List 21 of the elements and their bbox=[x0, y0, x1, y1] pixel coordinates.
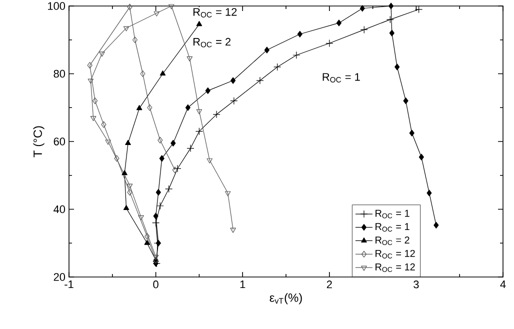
y-tick-label: 20 bbox=[54, 273, 66, 281]
x-tick-label: 3 bbox=[414, 280, 419, 288]
annotation: R$_{OC}$ = 2 bbox=[193, 38, 231, 48]
legend-label: R$_{OC}$ = 1 bbox=[376, 210, 410, 218]
x-tick-label: 0 bbox=[153, 280, 158, 288]
y-tick-label: 60 bbox=[54, 138, 66, 146]
y-axis-title: T (°C) bbox=[33, 126, 44, 158]
y-tick-label: 40 bbox=[54, 205, 66, 214]
legend-label: R$_{OC}$ = 2 bbox=[376, 236, 410, 246]
x-tick-label: -1 bbox=[64, 280, 74, 288]
y-tick-label: 80 bbox=[54, 70, 66, 78]
x-tick-label: 4 bbox=[500, 280, 506, 288]
annotation: R$_{OC}$ = 12 bbox=[193, 8, 237, 18]
legend-label: R$_{OC}$ = 12 bbox=[376, 250, 415, 258]
y-tick-label: 100 bbox=[48, 2, 66, 10]
x-axis-title: ε$_{vT}$(%) bbox=[270, 293, 302, 304]
annotation: R$_{OC}$ = 1 bbox=[322, 73, 360, 82]
x-tick-label: 2 bbox=[326, 280, 332, 288]
x-tick-label: 1 bbox=[240, 280, 246, 288]
legend-label: R$_{OC}$ = 12 bbox=[376, 263, 415, 272]
legend-label: R$_{OC}$ = 1 bbox=[376, 223, 410, 232]
